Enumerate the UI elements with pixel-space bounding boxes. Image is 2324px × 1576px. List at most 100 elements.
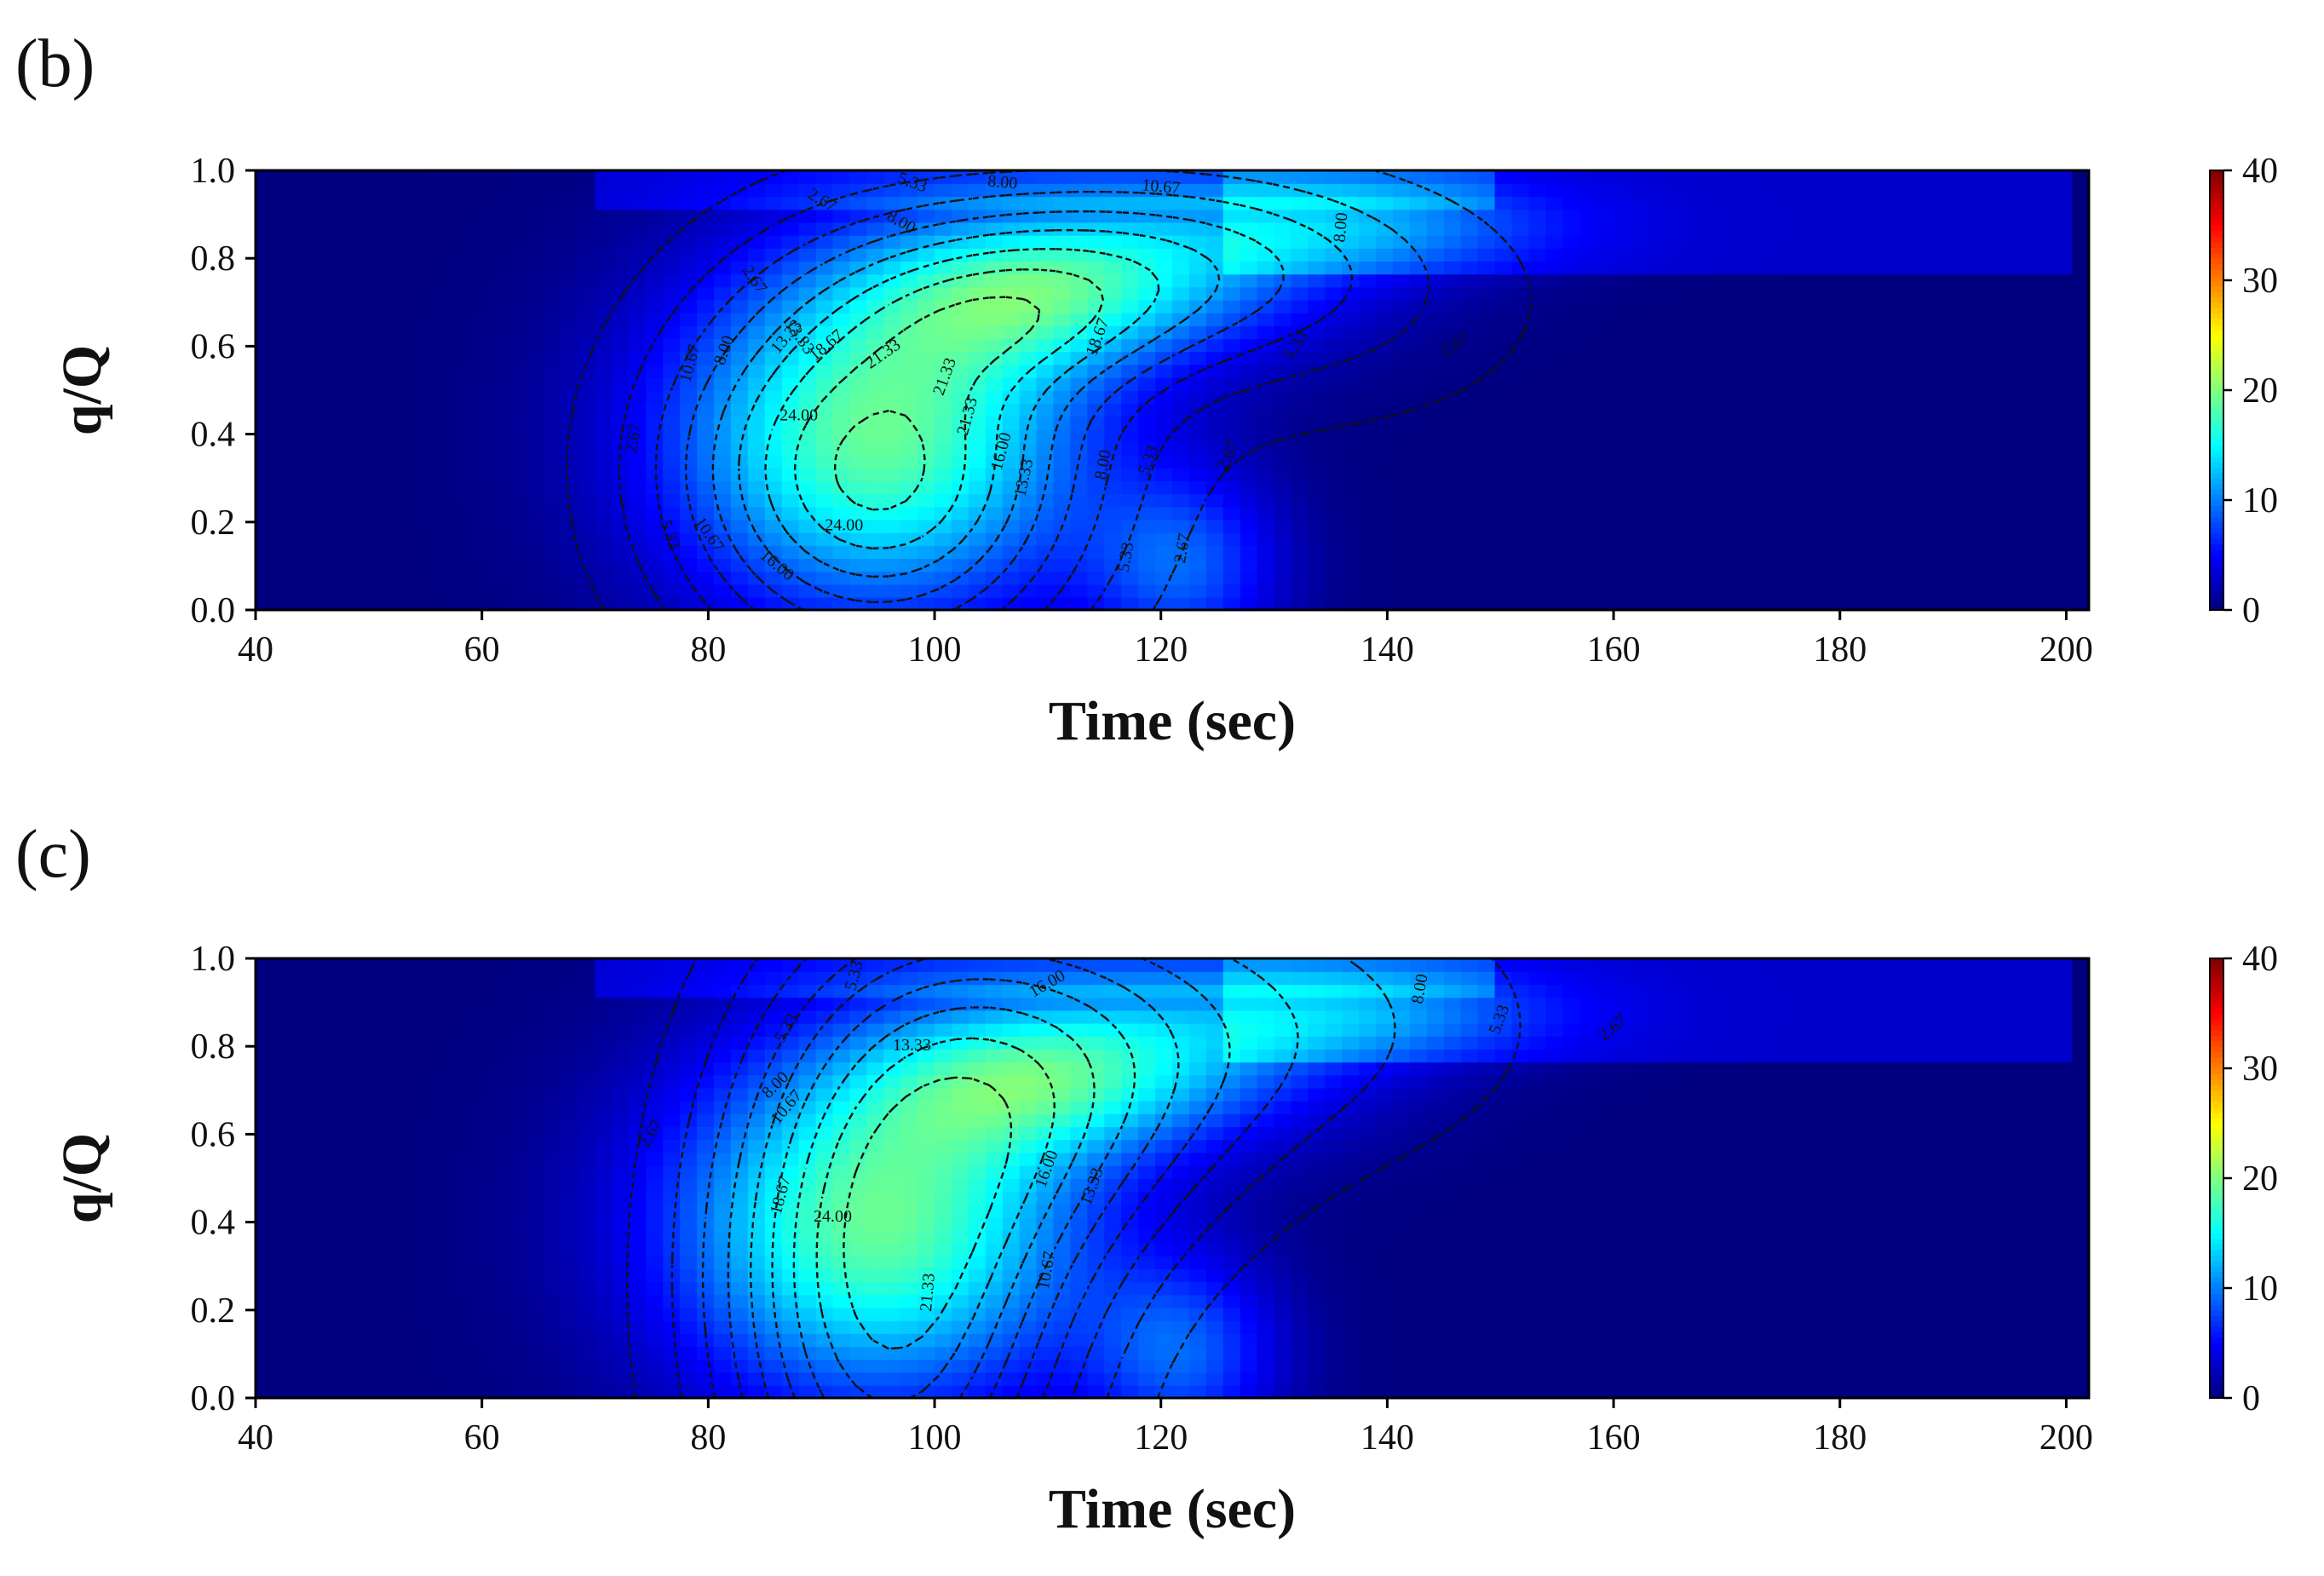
heatmap-cell: [306, 519, 325, 533]
heatmap-cell: [442, 1229, 460, 1244]
heatmap-cell: [680, 558, 698, 572]
heatmap-cell: [374, 1359, 393, 1373]
heatmap-cell: [1460, 506, 1479, 521]
heatmap-cell: [509, 468, 528, 482]
heatmap-cell: [526, 506, 545, 521]
heatmap-cell: [272, 1281, 290, 1296]
heatmap-cell: [1867, 519, 1886, 533]
heatmap-cell: [1121, 480, 1139, 495]
heatmap-cell: [714, 1113, 732, 1128]
heatmap-cell: [1715, 325, 1734, 340]
heatmap-cell: [629, 1009, 647, 1024]
heatmap-cell: [1647, 454, 1665, 469]
heatmap-cell: [459, 997, 477, 1011]
heatmap-cell: [1596, 468, 1614, 482]
heatmap-cell: [408, 480, 427, 495]
heatmap-cell: [663, 441, 681, 456]
heatmap-cell: [1172, 234, 1190, 249]
heatmap-cell: [340, 1372, 359, 1386]
heatmap-cell: [714, 1307, 732, 1321]
colorbar-segment: [2210, 302, 2223, 308]
heatmap-cell: [1783, 403, 1802, 417]
heatmap-cell: [1409, 261, 1428, 275]
heatmap-cell: [935, 261, 952, 275]
heatmap-cell: [1749, 196, 1768, 210]
heatmap-cell: [680, 532, 698, 546]
heatmap-cell: [1036, 325, 1055, 340]
heatmap-cell: [1766, 209, 1785, 223]
heatmap-cell: [256, 1294, 273, 1309]
heatmap-cell: [849, 390, 868, 404]
heatmap-cell: [1494, 338, 1513, 353]
heatmap-cell: [730, 1191, 749, 1205]
heatmap-cell: [289, 273, 308, 288]
heatmap-cell: [340, 325, 359, 340]
heatmap-cell: [1901, 261, 1920, 275]
heatmap-cell: [1308, 170, 1326, 184]
heatmap-cell: [1867, 558, 1886, 572]
heatmap-cell: [1036, 468, 1055, 482]
heatmap-cell: [2072, 532, 2090, 546]
heatmap-cell: [1631, 519, 1648, 533]
heatmap-cell: [306, 1100, 325, 1114]
heatmap-cell: [1036, 221, 1055, 236]
heatmap-cell: [1614, 429, 1631, 443]
heatmap-cell: [1631, 558, 1648, 572]
heatmap-cell: [2038, 170, 2056, 184]
heatmap-cell: [1528, 286, 1547, 301]
heatmap-cell: [1647, 493, 1665, 508]
heatmap-cell: [849, 441, 868, 456]
heatmap-cell: [629, 1165, 647, 1179]
heatmap-cell: [1664, 234, 1683, 249]
heatmap-cell: [900, 364, 918, 378]
heatmap-cell: [1614, 416, 1631, 430]
heatmap-cell: [459, 506, 477, 521]
heatmap-cell: [544, 338, 562, 353]
heatmap-cell: [408, 468, 427, 482]
heatmap-cell: [781, 984, 800, 998]
heatmap-cell: [391, 234, 410, 249]
heatmap-cell: [1002, 338, 1021, 353]
heatmap-cell: [1121, 364, 1139, 378]
heatmap-cell: [918, 480, 935, 495]
heatmap-cell: [646, 1139, 664, 1153]
heatmap-cell: [391, 1074, 410, 1089]
heatmap-cell: [764, 234, 783, 249]
heatmap-cell: [2055, 325, 2073, 340]
heatmap-cell: [374, 1022, 393, 1037]
heatmap-cell: [1834, 273, 1852, 288]
heatmap-cell: [1698, 221, 1717, 236]
heatmap-cell: [1901, 351, 1920, 365]
heatmap-field: [256, 958, 2090, 1399]
heatmap-cell: [1817, 234, 1835, 249]
heatmap-cell: [1376, 493, 1394, 508]
heatmap-cell: [730, 338, 749, 353]
heatmap-cell: [1766, 338, 1785, 353]
heatmap-cell: [1240, 532, 1258, 546]
heatmap-cell: [1800, 183, 1818, 198]
heatmap-cell: [340, 1139, 359, 1153]
heatmap-cell: [374, 196, 393, 210]
heatmap-cell: [1409, 454, 1428, 469]
heatmap-cell: [1800, 364, 1818, 378]
heatmap-cell: [1376, 519, 1394, 533]
heatmap-cell: [1970, 234, 1988, 249]
heatmap-cell: [663, 1191, 681, 1205]
heatmap-cell: [544, 1333, 562, 1348]
heatmap-cell: [1308, 545, 1326, 560]
heatmap-cell: [476, 261, 494, 275]
heatmap-cell: [509, 1229, 528, 1244]
heatmap-cell: [2055, 506, 2073, 521]
heatmap-cell: [1511, 338, 1530, 353]
heatmap-cell: [425, 1049, 443, 1063]
heatmap-cell: [918, 596, 935, 611]
heatmap-cell: [781, 364, 800, 378]
heatmap-cell: [408, 1191, 427, 1205]
heatmap-cell: [2038, 584, 2056, 598]
heatmap-cell: [1901, 571, 1920, 585]
heatmap-cell: [340, 261, 359, 275]
heatmap-cell: [256, 325, 273, 340]
heatmap-cell: [391, 571, 410, 585]
heatmap-cell: [256, 1333, 273, 1348]
heatmap-cell: [1222, 209, 1241, 223]
